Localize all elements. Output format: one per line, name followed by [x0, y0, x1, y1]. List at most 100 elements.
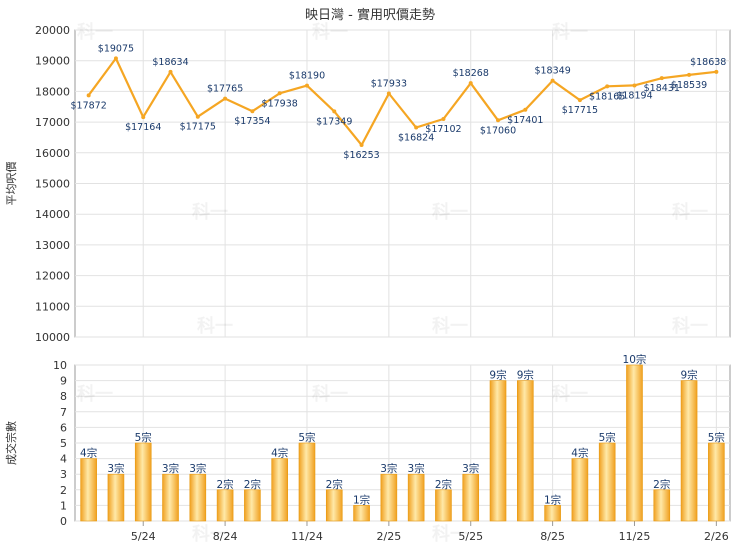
volume-bar-label: 1宗	[353, 493, 370, 506]
volume-bar	[544, 505, 561, 522]
price-y-tick-label: 13000	[35, 239, 70, 252]
price-data-label: $18165	[589, 91, 625, 102]
price-data-label: $17715	[562, 105, 598, 116]
price-point	[250, 109, 255, 114]
volume-y-tick-label: 1	[60, 499, 67, 512]
price-point	[141, 115, 146, 120]
price-y-axis-title: 平均呎價	[4, 162, 18, 206]
watermark: 科一	[552, 383, 588, 405]
price-data-label: $17765	[207, 84, 243, 95]
price-data-label: $18194	[616, 90, 652, 101]
watermark: 科一	[672, 315, 708, 337]
volume-bar	[107, 473, 125, 522]
volume-bar	[189, 473, 207, 522]
price-data-label: $16253	[343, 150, 379, 161]
price-point	[577, 98, 582, 103]
price-point	[386, 91, 391, 96]
price-data-label: $17938	[262, 98, 298, 109]
volume-bar	[216, 489, 234, 522]
price-data-label: $18539	[671, 80, 707, 91]
watermark: 科一	[432, 523, 468, 545]
price-data-label: $19075	[98, 43, 134, 54]
volume-bar	[298, 442, 316, 522]
price-line	[87, 57, 717, 147]
price-data-label: $17401	[507, 115, 543, 126]
price-data-label: $17872	[71, 100, 107, 111]
volume-bar-label: 9宗	[517, 369, 534, 382]
volume-y-tick-label: 9	[60, 375, 67, 388]
watermark: 科一	[312, 383, 348, 405]
volume-bar	[708, 442, 725, 522]
price-data-label: $16824	[398, 133, 434, 144]
watermark: 科一	[197, 315, 233, 337]
volume-bar-label: 2宗	[326, 478, 343, 491]
price-point	[496, 118, 501, 123]
x-tick-label: 8/25	[540, 530, 565, 543]
watermark: 科一	[672, 201, 708, 223]
watermark: 科一	[77, 383, 113, 405]
volume-bar-label: 3宗	[189, 462, 206, 475]
volume-bar-label: 4宗	[271, 447, 288, 460]
watermark: 科一	[552, 21, 588, 43]
price-data-label: $17354	[234, 116, 270, 127]
volume-bar-label: 5宗	[135, 431, 152, 444]
price-point	[468, 81, 473, 86]
volume-bar	[598, 442, 616, 522]
x-tick-label: 2/26	[704, 530, 729, 543]
volume-y-tick-label: 5	[60, 437, 67, 450]
price-point	[195, 114, 200, 119]
chart-title: 映日灣 - 實用呎價走勢	[305, 7, 435, 23]
x-tick-label: 5/24	[131, 530, 156, 543]
volume-y-tick-label: 6	[60, 421, 67, 434]
price-point	[659, 76, 664, 81]
watermark: 科一	[432, 201, 468, 223]
volume-bar-label: 3宗	[408, 462, 425, 475]
volume-bar	[517, 380, 534, 522]
price-point	[523, 107, 528, 112]
price-point	[113, 56, 118, 61]
price-point	[332, 109, 337, 114]
volume-y-tick-label: 10	[53, 359, 67, 372]
price-data-label: $18634	[152, 57, 188, 68]
volume-bar-label: 10宗	[623, 353, 647, 366]
volume-bar-label: 5宗	[599, 431, 616, 444]
volume-bar	[462, 473, 480, 522]
volume-bar	[571, 458, 589, 522]
volume-bar-label: 2宗	[217, 478, 234, 491]
price-y-tick-label: 19000	[35, 55, 70, 68]
price-data-label: $17933	[371, 78, 407, 89]
price-point	[687, 72, 692, 77]
price-point	[714, 69, 719, 74]
volume-bar	[380, 473, 398, 522]
price-point	[86, 93, 91, 98]
volume-bar	[489, 380, 507, 522]
price-point	[223, 96, 228, 101]
price-point	[550, 78, 555, 83]
volume-bar	[435, 489, 452, 522]
volume-bar-label: 9宗	[489, 369, 506, 382]
volume-y-tick-label: 7	[60, 406, 67, 419]
volume-bar	[271, 458, 288, 522]
volume-y-tick-label: 8	[60, 390, 67, 403]
volume-bar-label: 2宗	[244, 478, 261, 491]
price-point	[414, 125, 419, 130]
watermark: 科一	[192, 201, 228, 223]
price-data-label: $18638	[690, 57, 726, 68]
volume-bar	[134, 442, 152, 522]
price-panel: 10000 11000 12000 13000 14000 15000 16000 17000…	[4, 24, 731, 344]
price-y-tick-label: 11000	[35, 300, 70, 313]
price-data-label: $18349	[534, 66, 570, 77]
x-tick-label: 11/24	[291, 530, 323, 543]
price-point	[277, 91, 282, 96]
volume-bar-label: 3宗	[462, 462, 479, 475]
volume-bar	[626, 364, 643, 522]
volume-bar-label: 5宗	[708, 431, 725, 444]
price-y-tick-label: 17000	[35, 116, 70, 129]
price-data-label: $17164	[125, 122, 161, 133]
volume-bar-label: 3宗	[380, 462, 397, 475]
volume-bar	[244, 489, 261, 522]
volume-y-axis-title: 成交宗數	[4, 421, 18, 465]
price-y-tick-label: 14000	[35, 208, 70, 221]
price-point	[441, 116, 446, 121]
